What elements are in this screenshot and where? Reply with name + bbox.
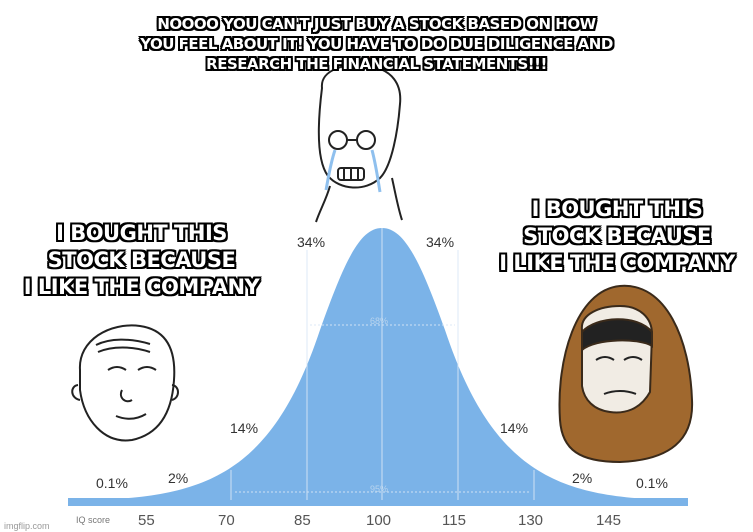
top-caption: NOOOO YOU CAN'T JUST BUY A STOCK BASED O… [140,15,613,73]
score-label: 85 [294,512,311,529]
right-caption: I BOUGHT THIS STOCK BECAUSE I LIKE THE C… [499,197,735,275]
wojak-character [71,324,179,442]
score-label: 145 [596,512,622,529]
crying-nerd-character [315,56,403,223]
percentage-label: 14% [500,420,529,436]
percentage-label: 2% [168,470,189,486]
score-label: 130 [518,512,544,529]
percentage-label: 34% [297,234,326,250]
score-label: 70 [218,512,235,529]
left-caption: I BOUGHT THIS STOCK BECAUSE I LIKE THE C… [23,221,260,299]
percentage-label: 0.1% [636,475,668,491]
axis-title: IQ score [76,515,111,525]
axis-bar [68,498,688,506]
inner-percentage-label: 95% [370,484,389,494]
percentage-label: 14% [230,420,259,436]
hooded-character [558,284,694,464]
percentage-label: 34% [426,234,455,250]
score-label: 100 [366,512,392,529]
score-label: 115 [442,512,466,529]
score-label: 55 [138,512,155,529]
watermark: imgflip.com [4,521,50,531]
bell-curve [70,228,690,500]
inner-percentage-label: 68% [370,316,389,326]
percentage-label: 2% [572,470,593,486]
percentage-label: 0.1% [96,475,128,491]
